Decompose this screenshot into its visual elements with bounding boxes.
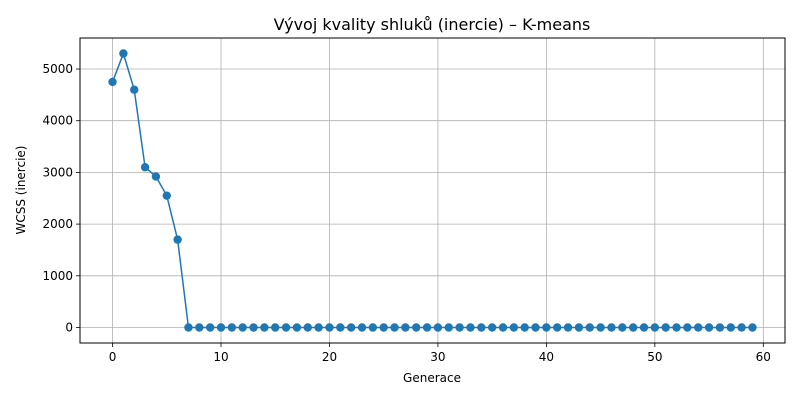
data-point	[520, 323, 529, 332]
x-tick-label: 40	[539, 350, 554, 364]
data-point	[216, 323, 226, 332]
data-point	[574, 323, 584, 332]
data-point	[184, 323, 193, 332]
data-point	[737, 323, 746, 332]
data-point	[650, 323, 660, 332]
chart-title: Vývoj kvality shluků (inercie) – K-means	[274, 15, 591, 34]
data-point	[368, 323, 378, 332]
data-point	[661, 323, 670, 332]
x-tick-label: 0	[109, 350, 117, 364]
data-point	[205, 323, 215, 332]
data-point	[151, 172, 161, 181]
data-point	[748, 323, 757, 332]
data-point	[542, 323, 551, 332]
data-point	[357, 323, 367, 332]
data-point	[108, 77, 117, 87]
data-point	[238, 323, 247, 332]
data-point	[585, 323, 594, 332]
data-point	[292, 323, 302, 332]
data-point	[379, 323, 388, 332]
series-wcss	[108, 49, 757, 332]
data-point	[303, 323, 312, 332]
data-point	[281, 323, 291, 332]
data-point	[433, 323, 443, 332]
data-point	[498, 323, 508, 332]
data-point	[412, 323, 421, 332]
x-axis: 0 10 20 30 40 50 60	[109, 343, 771, 364]
data-point	[726, 323, 735, 332]
data-point	[119, 49, 128, 58]
data-point	[553, 323, 562, 332]
data-point	[509, 323, 519, 332]
y-tick-label: 2000	[42, 217, 73, 231]
data-point	[422, 323, 432, 332]
data-point	[260, 323, 269, 332]
data-point	[444, 323, 453, 332]
data-point	[130, 85, 139, 94]
x-tick-label: 10	[213, 350, 228, 364]
data-point	[173, 235, 182, 244]
data-point	[704, 323, 714, 332]
data-point	[271, 323, 280, 332]
data-point	[195, 323, 204, 332]
data-point	[628, 323, 638, 332]
x-tick-label: 60	[756, 350, 771, 364]
data-point	[531, 323, 540, 332]
y-tick-label: 4000	[42, 114, 73, 128]
x-axis-label: Generace	[403, 371, 461, 385]
data-point	[162, 191, 171, 200]
x-tick-label: 50	[647, 350, 662, 364]
data-point	[596, 323, 605, 332]
data-point	[672, 323, 681, 332]
y-tick-label: 1000	[42, 269, 73, 283]
y-tick-label: 0	[65, 320, 73, 334]
data-point	[336, 323, 345, 332]
data-point	[325, 323, 334, 332]
data-point	[401, 323, 410, 332]
x-tick-label: 30	[430, 350, 445, 364]
data-point	[487, 323, 497, 332]
data-point	[683, 323, 692, 332]
y-axis-label: WCSS (inercie)	[14, 146, 28, 235]
data-point	[618, 323, 627, 332]
data-point	[390, 323, 399, 332]
data-point	[346, 323, 356, 332]
data-point	[639, 323, 649, 332]
data-point	[466, 323, 475, 332]
data-point	[715, 323, 725, 332]
grid	[80, 38, 785, 343]
data-point	[140, 163, 150, 172]
data-point	[477, 323, 486, 332]
data-point	[607, 323, 616, 332]
data-point	[563, 323, 573, 332]
y-tick-label: 5000	[42, 62, 73, 76]
data-point	[227, 323, 237, 332]
x-tick-label: 20	[322, 350, 337, 364]
plot-frame	[79, 37, 786, 344]
y-tick-label: 3000	[42, 165, 73, 179]
y-axis: 0 1000 2000 3000 4000 5000	[42, 62, 80, 334]
data-point	[455, 323, 464, 332]
data-point	[694, 323, 703, 332]
data-point	[314, 323, 323, 332]
data-point	[249, 323, 258, 332]
